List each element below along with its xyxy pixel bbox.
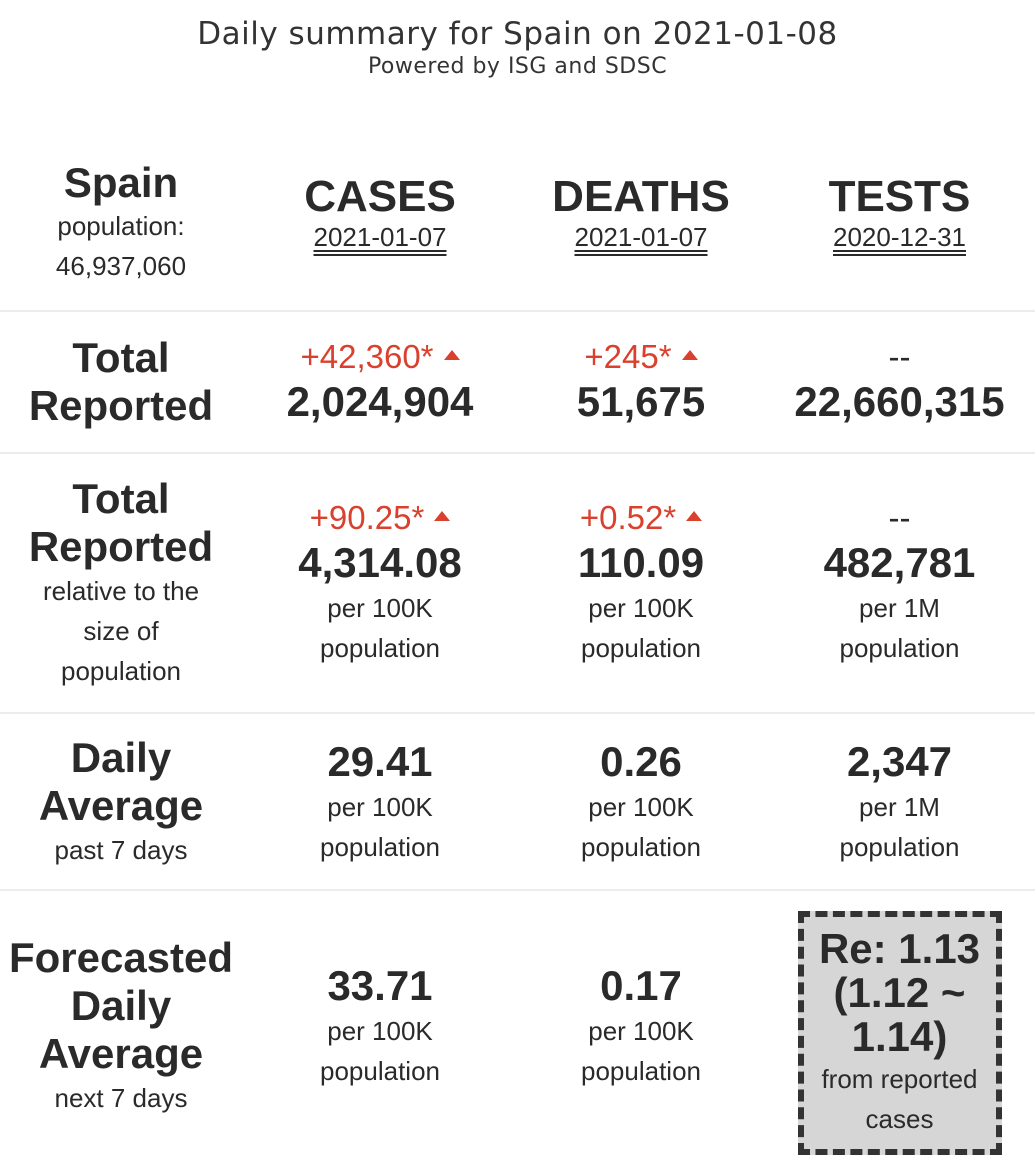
tests-relative-cell: -- 482,781 per 1M population — [823, 499, 976, 663]
deaths-forecast-value: 0.17 — [600, 962, 682, 1009]
tests-total-delta: -- — [888, 338, 911, 375]
table-header-row: Spain population: 46,937,060 CASES 2021-… — [0, 150, 1035, 312]
cases-relative-cell: +90.25* 4,314.08 per 100K population — [298, 498, 462, 663]
cases-forecast-value: 33.71 — [327, 962, 433, 1009]
re-box: Re: 1.13 (1.12 ~ 1.14) from reported cas… — [797, 911, 1002, 1155]
cases-daily-value: 29.41 — [327, 737, 433, 785]
cases-relative-delta: +90.25* — [310, 498, 451, 538]
deaths-total-cell: +245* 51,675 — [518, 312, 764, 452]
increase-icon — [443, 350, 460, 361]
population-value: 46,937,060 — [55, 251, 187, 281]
forecast-row: Forecasted Daily Average next 7 days 33.… — [0, 891, 1035, 1161]
tests-relative-delta: -- — [888, 499, 911, 536]
relative-label: Total Reported relative to the size of p… — [28, 475, 214, 686]
cases-forecast-cell: 33.71 per 100K population — [320, 962, 440, 1086]
cases-relative-value: 4,314.08 — [298, 539, 462, 586]
country-name: Spain — [63, 159, 179, 206]
tests-title: TESTS — [828, 172, 971, 221]
deaths-relative-value: 110.09 — [577, 539, 705, 586]
tests-total-value: 22,660,315 — [794, 378, 1005, 425]
re-note: from reported — [821, 1064, 978, 1094]
cases-header: CASES 2021-01-07 — [242, 150, 518, 310]
deaths-date: 2021-01-07 — [574, 222, 708, 252]
cases-total-delta: +42,360* — [300, 337, 460, 377]
cases-total-cell: +42,360* 2,024,904 — [242, 312, 518, 452]
re-note-2: cases — [865, 1104, 934, 1134]
page-subtitle: Powered by ISG and SDSC — [367, 54, 668, 79]
re-value: Re: 1.13 — [818, 925, 981, 972]
tests-header: TESTS 2020-12-31 — [764, 150, 1035, 310]
total-reported-row: Total Reported +42,360* 2,024,904 +245* … — [0, 312, 1035, 454]
tests-daily-cell: 2,347 per 1M population — [839, 737, 960, 862]
cases-daily-cell: 29.41 per 100K population — [320, 737, 440, 862]
cases-date: 2021-01-07 — [313, 222, 447, 252]
re-range-start: (1.12 ~ — [833, 969, 966, 1016]
deaths-relative-delta: +0.52* — [580, 498, 703, 538]
page-header: Daily summary for Spain on 2021-01-08 Po… — [0, 14, 1035, 80]
deaths-title: DEATHS — [552, 172, 730, 221]
deaths-daily-value: 0.26 — [600, 737, 682, 785]
deaths-daily-cell: 0.26 per 100K population — [581, 737, 701, 862]
increase-icon — [434, 511, 451, 522]
deaths-total-value: 51,675 — [576, 378, 706, 425]
deaths-relative-cell: +0.52* 110.09 per 100K population — [577, 498, 705, 663]
increase-icon — [686, 511, 703, 522]
relative-row: Total Reported relative to the size of p… — [0, 454, 1035, 714]
deaths-header: DEATHS 2021-01-07 — [518, 150, 764, 310]
tests-daily-value: 2,347 — [846, 737, 953, 785]
tests-total-cell: -- 22,660,315 — [764, 312, 1035, 452]
population-label: population: — [57, 211, 185, 241]
tests-relative-value: 482,781 — [823, 539, 976, 586]
deaths-forecast-cell: 0.17 per 100K population — [581, 962, 701, 1086]
daily-average-row: Daily Average past 7 days 29.41 per 100K… — [0, 714, 1035, 891]
re-range-end: 1.14) — [851, 1013, 948, 1060]
forecast-label: Forecasted Daily Average next 7 days — [8, 934, 234, 1113]
cases-total-value: 2,024,904 — [286, 378, 474, 425]
page-title: Daily summary for Spain on 2021-01-08 — [197, 16, 838, 52]
increase-icon — [681, 350, 698, 361]
total-reported-label: Total Reported — [28, 334, 214, 429]
summary-table: Spain population: 46,937,060 CASES 2021-… — [0, 150, 1035, 1161]
deaths-total-delta: +245* — [584, 337, 698, 377]
re-cell: Re: 1.13 (1.12 ~ 1.14) from reported cas… — [764, 891, 1035, 1161]
tests-date: 2020-12-31 — [833, 222, 966, 252]
country-cell: Spain population: 46,937,060 — [0, 150, 242, 310]
daily-average-label: Daily Average past 7 days — [38, 733, 204, 865]
cases-title: CASES — [304, 172, 456, 221]
